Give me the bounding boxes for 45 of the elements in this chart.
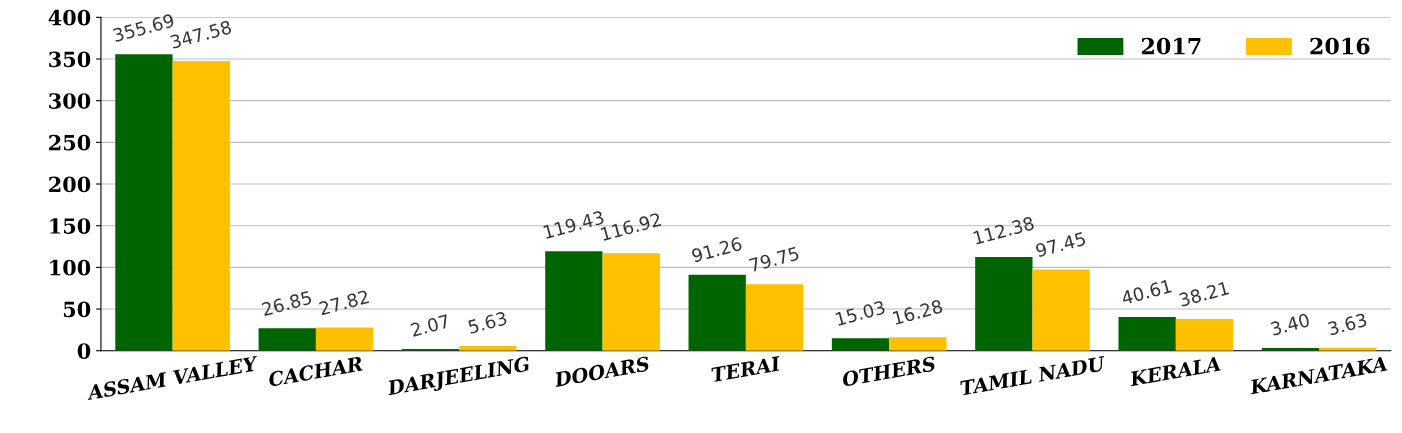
bar <box>315 327 374 351</box>
bar <box>745 284 804 351</box>
data-label: 3.40 <box>1270 312 1311 336</box>
y-tick-label: 50 <box>63 301 91 318</box>
bar <box>889 337 947 351</box>
x-tick-label: DOOARS <box>553 356 651 388</box>
bar <box>602 253 660 351</box>
y-tick-label: 150 <box>50 218 91 234</box>
data-label: 15.03 <box>835 300 886 326</box>
y-tick-label: 0 <box>77 343 91 359</box>
bar <box>975 257 1033 351</box>
x-tick-label: CACHAR <box>267 356 363 387</box>
y-tick-label: 100 <box>50 259 91 276</box>
bar <box>688 274 746 351</box>
x-tick-label: OTHERS <box>841 356 937 387</box>
x-tick-label: KERALA <box>1128 356 1221 387</box>
y-tick-label: 200 <box>49 176 91 193</box>
legend-label: 2016 <box>1310 37 1370 55</box>
y-tick-label: 350 <box>49 51 91 68</box>
y-tick-label: 300 <box>49 93 91 109</box>
data-label: 2.07 <box>410 314 450 337</box>
bar <box>172 61 230 351</box>
data-label: 16.28 <box>892 299 943 325</box>
data-label: 38.21 <box>1178 281 1230 307</box>
data-label: 27.82 <box>318 289 370 316</box>
x-tick-label: TERAI <box>710 356 782 383</box>
bar <box>1118 316 1176 351</box>
legend-label: 2017 <box>1141 37 1201 55</box>
data-label: 3.63 <box>1327 312 1368 336</box>
bar <box>1175 318 1234 351</box>
bar <box>115 54 173 351</box>
y-tick-label: 400 <box>48 9 91 26</box>
y-tick-label: 250 <box>49 134 91 151</box>
data-label: 79.75 <box>748 246 800 273</box>
data-label: 5.63 <box>467 311 508 334</box>
bar <box>1032 269 1090 351</box>
bar <box>258 328 316 351</box>
x-tick-label: TAMIL NADU <box>959 356 1107 396</box>
bar <box>545 251 603 351</box>
data-label: 97.45 <box>1035 231 1086 258</box>
data-label: 112.38 <box>973 216 1035 245</box>
data-label: 91.26 <box>691 236 743 263</box>
data-label: 40.61 <box>1120 279 1172 305</box>
bar <box>831 338 890 351</box>
data-label: 26.85 <box>261 290 313 317</box>
